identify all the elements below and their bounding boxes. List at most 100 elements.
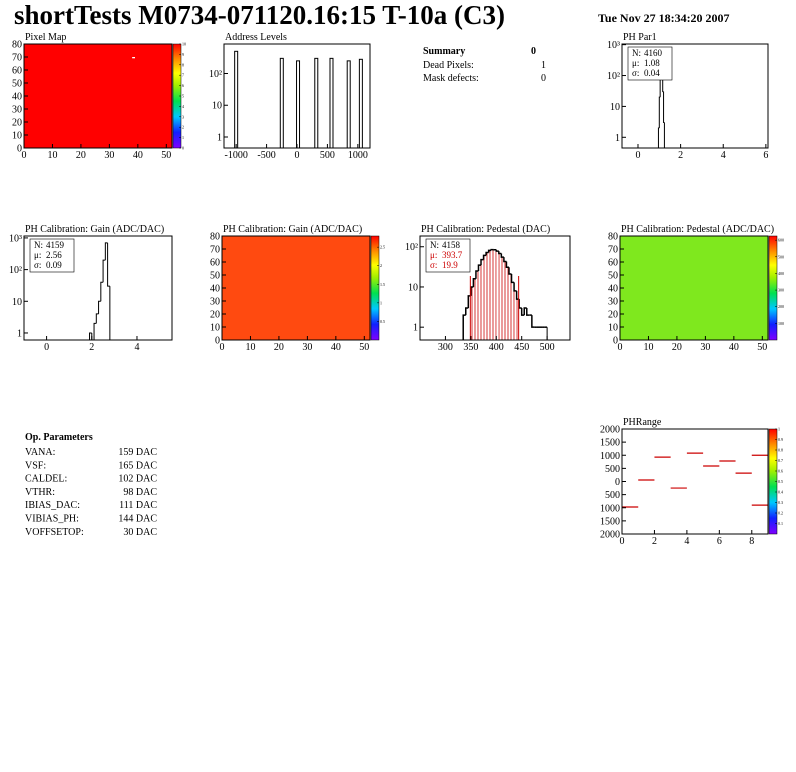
x-tick-label: 500 xyxy=(320,150,335,161)
hist-fill xyxy=(493,249,497,340)
plot-body xyxy=(24,44,172,148)
op-value: 159 DAC xyxy=(118,447,157,458)
x-tick-label: 0 xyxy=(220,342,225,353)
panel-title: PH Calibration: Gain (ADC/DAC) xyxy=(25,224,164,235)
palette-label: 100 xyxy=(778,321,784,326)
hist-bin xyxy=(89,332,92,340)
x-tick-label: 50 xyxy=(757,342,767,353)
op-name: VIBIAS_PH: xyxy=(25,514,79,525)
stats-value: 393.7 xyxy=(442,250,463,260)
panel-title: PHRange xyxy=(623,417,662,428)
palette-label: 0.7 xyxy=(778,458,783,463)
stats-box: N: 4159 μ: 2.56 σ: 0.09 xyxy=(29,238,75,273)
hist-bin xyxy=(100,281,104,302)
op-value: 102 DAC xyxy=(118,474,157,485)
stats-label: μ: xyxy=(34,250,41,260)
x-tick-label: 20 xyxy=(672,342,682,353)
y-tick-label: 20 xyxy=(12,118,22,129)
summary-value: 0 xyxy=(531,46,536,57)
plot-frame xyxy=(621,428,769,535)
x-tick-label: 30 xyxy=(302,342,312,353)
y-tick-label: 1 xyxy=(17,328,22,339)
y-tick-label: 30 xyxy=(608,297,618,308)
y-tick-label: 50 xyxy=(12,79,22,90)
x-tick-label: 40 xyxy=(133,150,143,161)
y-tick-label: 80 xyxy=(12,40,22,51)
stats-value: 1.08 xyxy=(644,58,660,68)
plot-border xyxy=(619,235,769,341)
x-tick-label: 40 xyxy=(331,342,341,353)
palette-label: 8 xyxy=(182,62,184,67)
x-tick-label: 50 xyxy=(359,342,369,353)
summary: Summary 0 Dead Pixels: 1 Mask defects: 0 xyxy=(423,46,546,84)
palette-label: 1.5 xyxy=(380,282,385,287)
panel-title: Pixel Map xyxy=(25,32,66,43)
plot-body xyxy=(234,50,363,149)
y-tick-label: 10 xyxy=(212,101,222,112)
summary-value: 0 xyxy=(541,73,546,84)
panel-title: Address Levels xyxy=(225,32,287,43)
x-tick-label: 4 xyxy=(721,150,726,161)
panel: PH Calibration: Gain (ADC/DAC)0 10 20 30 40 5… xyxy=(210,224,385,353)
x-tick-label: 450 xyxy=(514,342,529,353)
y-tick-label: 80 xyxy=(210,232,220,243)
panel: Address Levels -1000 -500 0 500 1000 1 10 10² xyxy=(209,32,371,161)
op-title: Op. Parameters xyxy=(25,432,93,443)
hist-bin xyxy=(485,251,489,256)
hist-bin xyxy=(663,91,665,124)
hist-fill xyxy=(498,253,502,340)
palette-label: 3 xyxy=(182,114,184,119)
plot-border xyxy=(221,235,371,341)
x-tick-label: 0 xyxy=(44,342,49,353)
palette-label: 200 xyxy=(778,304,784,309)
spike xyxy=(296,60,301,149)
op-name: IBIAS_DAC: xyxy=(25,500,80,511)
x-tick-label: 20 xyxy=(76,150,86,161)
panel-title: PH Par1 xyxy=(623,32,657,43)
hist-bin xyxy=(523,307,527,316)
y-tick-label: 10 xyxy=(608,323,618,334)
panel: PH Calibration: Pedestal (DAC) N: 4158 μ: 39… xyxy=(405,224,571,353)
op-value: 30 DAC xyxy=(123,527,157,538)
plot-body xyxy=(222,236,370,340)
page-title: shortTests M0734-071120.16:15 T-10a (C3) xyxy=(14,0,505,30)
hist-bin xyxy=(475,270,479,279)
hist-bin xyxy=(520,307,525,316)
hist-fill xyxy=(501,257,504,340)
hist-fill xyxy=(488,250,492,340)
hist-fill xyxy=(486,252,489,340)
palette-label: 0.9 xyxy=(778,437,783,442)
y-tick-label: 1500 xyxy=(600,516,620,527)
palette-label: 4 xyxy=(182,104,184,109)
panel: PH Calibration: Gain (ADC/DAC) N: 4159 μ: 2.… xyxy=(9,224,173,353)
stats-label: N: xyxy=(34,240,43,250)
y-tick-label: 50 xyxy=(608,271,618,282)
op-name: VOFFSETOP: xyxy=(25,527,84,538)
panel-title: PH Calibration: Pedestal (ADC/DAC) xyxy=(621,224,774,235)
spike xyxy=(234,50,239,149)
hist-fill xyxy=(514,290,517,340)
palette-label: 7 xyxy=(182,73,184,78)
palette-label: 0.3 xyxy=(778,500,783,505)
stats-value: 0.09 xyxy=(46,260,62,270)
y-tick-label: 40 xyxy=(608,284,618,295)
hist-bin xyxy=(518,299,522,309)
palette-label: 9 xyxy=(182,52,184,57)
hist-fill xyxy=(516,299,520,340)
summary-label: Dead Pixels: xyxy=(423,60,474,71)
y-tick-label: 50 xyxy=(210,271,220,282)
x-tick-label: -1000 xyxy=(224,150,247,161)
palette-label: 600 xyxy=(778,238,784,243)
hist-bin xyxy=(470,286,474,296)
summary-title: Summary xyxy=(423,46,465,57)
hist-bin xyxy=(472,278,476,287)
x-tick-label: 10 xyxy=(47,150,57,161)
hist-fill xyxy=(508,274,512,340)
hist-bin xyxy=(98,300,101,314)
spike xyxy=(346,60,351,149)
stats-frame xyxy=(627,46,673,81)
y-tick-label: 2000 xyxy=(600,530,620,541)
hist-bin xyxy=(480,258,484,266)
palette-label: 0.6 xyxy=(778,469,783,474)
